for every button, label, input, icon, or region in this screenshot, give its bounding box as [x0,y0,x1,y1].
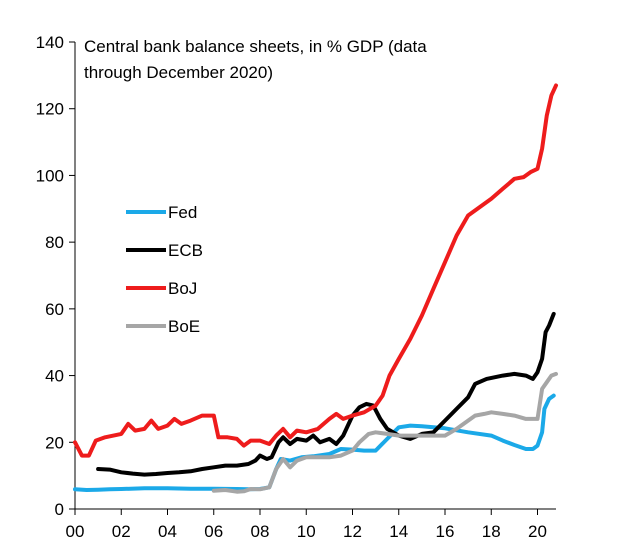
chart-title-line-2: through December 2020) [84,63,273,82]
y-tick-label: 0 [55,500,64,519]
x-axis: 00 02 04 06 08 10 12 14 16 18 20 [66,508,556,541]
x-tick-label: 18 [482,522,501,541]
y-tick-label: 100 [36,166,64,185]
x-tick-label: 08 [251,522,270,541]
series-line-ecb [96,311,556,477]
x-tick-label: 20 [528,522,547,541]
y-tick-label: 60 [45,300,64,319]
y-tick-label: 20 [45,433,64,452]
x-tick-label: 02 [112,522,131,541]
x-tick-label: 04 [158,522,177,541]
y-tick-label: 120 [36,100,64,119]
y-tick-label: 140 [36,33,64,52]
legend-label-fed: Fed [168,203,197,222]
legend-label-boe: BoE [168,317,200,336]
x-tick-label: 16 [436,522,455,541]
series-line-boj [73,83,558,458]
x-tick-label: 06 [204,522,223,541]
series-line-fed [73,393,556,492]
x-tick-label: 00 [66,522,85,541]
chart-title-line-1: Central bank balance sheets, in % GDP (d… [84,37,427,56]
series-line-boe [211,371,558,494]
x-tick-label: 10 [297,522,316,541]
chart-title: Central bank balance sheets, in % GDP (d… [84,37,427,82]
series-layer [73,83,558,494]
y-tick-label: 40 [45,367,64,386]
x-tick-label: 12 [343,522,362,541]
legend-label-ecb: ECB [168,241,203,260]
y-axis: 0 20 40 60 80 100 120 140 [36,33,76,519]
legend: Fed ECB BoJ BoE [126,203,203,336]
legend-label-boj: BoJ [168,279,197,298]
x-tick-label: 14 [389,522,408,541]
y-tick-label: 80 [45,233,64,252]
